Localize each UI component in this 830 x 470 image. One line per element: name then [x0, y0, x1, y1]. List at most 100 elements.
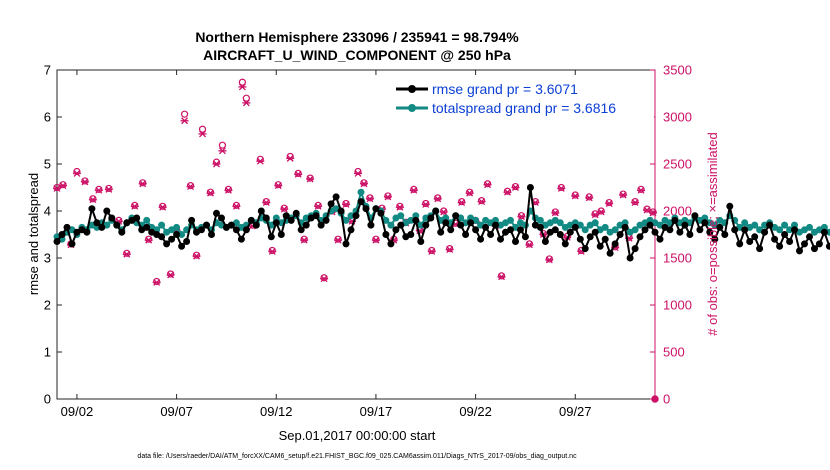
- rmse-marker: [521, 233, 529, 241]
- rmse-marker: [626, 254, 634, 262]
- rmse-marker: [591, 228, 599, 236]
- x-tick-label: 09/07: [160, 404, 193, 419]
- obs-possible-marker: [167, 270, 175, 278]
- obs-possible-marker: [477, 197, 486, 205]
- rmse-marker: [347, 226, 355, 234]
- totalspread-marker: [342, 216, 350, 224]
- y-right-ticks: 0 500 1000 1500 2000 2500 3000 3500: [650, 63, 692, 407]
- rmse-marker: [143, 223, 151, 231]
- obs-possible-marker: [545, 255, 553, 263]
- rmse-marker: [801, 240, 808, 248]
- rmse-marker: [676, 228, 684, 236]
- obs-assimilated-marker: [94, 186, 103, 194]
- rmse-marker: [621, 223, 629, 231]
- rmse-marker: [327, 200, 335, 208]
- rmse-marker: [133, 214, 141, 222]
- obs-possible-marker: [159, 202, 167, 210]
- y-left-ticks: 0 1 2 3 4 5 6 7: [44, 63, 62, 407]
- totalspread-marker: [741, 219, 749, 227]
- rmse-marker: [352, 212, 360, 220]
- obs-possible-marker: [274, 181, 282, 189]
- y-right-tick-label: 1500: [663, 251, 692, 266]
- rmse-marker: [566, 228, 574, 236]
- obs-assimilated-marker: [503, 188, 512, 196]
- obs-possible-marker: [525, 240, 534, 248]
- rmse-marker: [237, 235, 245, 243]
- obs-assimilated-marker: [483, 181, 492, 189]
- obs-assimilated-marker: [383, 193, 392, 201]
- rmse-marker: [118, 228, 126, 236]
- rmse-marker: [641, 226, 649, 234]
- rmse-marker: [646, 221, 654, 229]
- obs-possible-marker: [131, 201, 139, 209]
- rmse-marker: [811, 245, 818, 253]
- obs-assimilated-marker: [445, 246, 454, 253]
- obs-assimilated-marker: [649, 209, 658, 217]
- obs-assimilated-marker: [320, 275, 329, 283]
- obs-assimilated-marker: [395, 203, 404, 211]
- rmse-marker: [53, 238, 61, 245]
- obs-possible-marker: [458, 198, 466, 206]
- obs-assimilated-marker: [631, 199, 640, 206]
- rmse-marker: [277, 231, 285, 238]
- rmse-marker: [173, 231, 181, 238]
- obs-possible-marker: [605, 198, 613, 207]
- x-tick-label: 09/22: [459, 404, 492, 419]
- rmse-marker: [556, 231, 564, 238]
- obs-possible-marker: [320, 274, 328, 282]
- obs-possible-marker: [591, 210, 599, 218]
- totalspread-marker: [581, 226, 589, 234]
- obs-assimilated-marker: [439, 208, 448, 216]
- rmse-marker: [287, 216, 295, 224]
- totalspread-marker: [591, 219, 599, 227]
- totalspread-marker: [158, 221, 166, 229]
- x-axis-label: Sep.01,2017 00:00:00 start: [279, 428, 436, 443]
- obs-possible-marker: [366, 194, 374, 202]
- rmse-marker: [721, 231, 729, 238]
- obs-possible-marker: [354, 167, 362, 176]
- obs-assimilated-marker: [280, 205, 289, 213]
- rmse-marker: [561, 240, 569, 248]
- rmse-marker: [666, 226, 674, 234]
- obs-possible-marker: [517, 212, 526, 220]
- obs-possible-marker: [410, 185, 418, 193]
- y-left-tick-label: 5: [44, 157, 51, 172]
- rmse-marker: [696, 226, 704, 234]
- y-right-label: # of obs: o=possible; ×=assimilated: [705, 132, 720, 335]
- x-ticks: 09/02 09/07 09/12 09/17 09/22 09/27: [61, 70, 592, 419]
- rmse-marker: [686, 231, 694, 238]
- obs-assimilated-marker: [457, 199, 466, 206]
- rmse-marker: [596, 242, 604, 250]
- obs-assimilated-marker: [585, 194, 594, 202]
- rmse-marker: [367, 221, 375, 229]
- rmse-marker: [332, 193, 340, 201]
- rmse-marker: [407, 231, 415, 238]
- obs-assimilated-marker: [122, 250, 131, 258]
- obs-possible-marker: [384, 192, 392, 200]
- obs-possible-marker: [238, 78, 246, 86]
- rmse-marker: [766, 221, 774, 229]
- obs-assimilated-marker: [158, 203, 167, 211]
- obs-assimilated-marker: [186, 183, 195, 191]
- rmse-marker: [387, 240, 395, 248]
- obs-assimilated-marker: [511, 184, 520, 191]
- obs-possible-marker: [428, 246, 436, 255]
- obs-assimilated-marker: [306, 175, 315, 183]
- obs-assimilated-marker: [80, 178, 89, 186]
- obs-assimilated-marker: [571, 192, 580, 200]
- rmse-marker: [781, 231, 789, 238]
- obs-possible-marker: [619, 190, 627, 198]
- rmse-marker: [636, 233, 644, 241]
- obs-possible-marker: [218, 141, 227, 149]
- rmse-marker: [357, 198, 365, 206]
- y-left-tick-label: 0: [44, 392, 51, 407]
- rmse-marker: [651, 228, 659, 236]
- rmse-marker: [392, 226, 400, 234]
- obs-assimilated-marker: [242, 99, 251, 107]
- obs-assimilated-marker: [359, 180, 368, 188]
- rmse-marker: [93, 219, 101, 227]
- obs-assimilated-marker: [517, 213, 526, 221]
- rmse-marker: [536, 223, 544, 231]
- rmse-marker: [168, 235, 176, 243]
- rmse-marker: [601, 235, 609, 243]
